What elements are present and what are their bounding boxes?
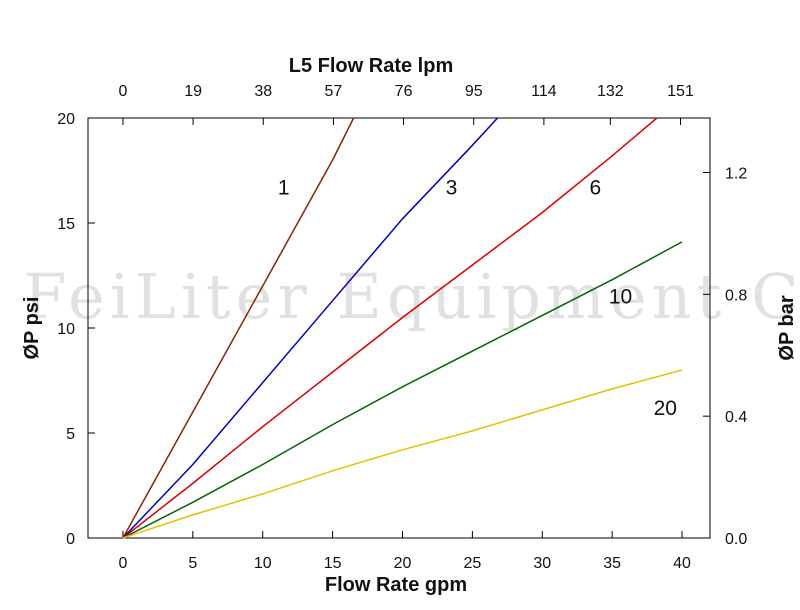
series-line-20 (122, 369, 683, 539)
x-tick-label: 15 (324, 555, 342, 572)
x-tick-label: 30 (533, 555, 551, 572)
top-tick-label: 95 (465, 83, 483, 100)
series-label-10: 10 (609, 286, 632, 309)
x-tick-label: 0 (118, 555, 127, 572)
x-tick-label: 5 (188, 555, 197, 572)
x-axis-title: Flow Rate gpm (325, 574, 467, 596)
series-label-1: 1 (278, 176, 290, 199)
series-label-3: 3 (446, 176, 458, 199)
x-tick-label: 25 (463, 555, 481, 572)
series-label-6: 6 (590, 176, 602, 199)
right-tick-label: 0.0 (725, 531, 747, 548)
top-tick-label: 114 (531, 83, 557, 100)
y-tick-label: 20 (57, 111, 75, 128)
top-tick-label: 132 (597, 83, 624, 100)
right-tick-label: 0.8 (725, 287, 747, 304)
y-axis-title: ØP psi (21, 297, 43, 360)
plot-area: 0 5 10 15 20 25 30 35 400 19 38 57 76 95 114 132 1510510… (57, 83, 747, 572)
top-tick-label: 57 (325, 83, 343, 100)
right-axis-title: ØP bar (776, 295, 798, 360)
right-tick-label: 0.4 (725, 409, 747, 426)
series-line-3 (122, 117, 499, 539)
x-tick-label: 40 (673, 555, 691, 572)
top-axis-title: L5 Flow Rate lpm (289, 55, 453, 77)
top-tick-label: 38 (254, 83, 272, 100)
top-tick-label: 19 (184, 83, 202, 100)
top-tick-label: 76 (395, 83, 413, 100)
x-tick-label: 20 (394, 555, 412, 572)
top-tick-label: 151 (667, 83, 694, 100)
series-line-6 (122, 117, 658, 539)
right-tick-label: 1.2 (725, 166, 747, 183)
x-tick-label: 35 (603, 555, 621, 572)
y-tick-label: 15 (57, 216, 75, 233)
series-line-1 (122, 117, 355, 539)
y-tick-label: 10 (57, 321, 75, 338)
watermark: g FeiLiter Equipment Co (0, 260, 800, 333)
y-tick-label: 5 (66, 426, 75, 443)
series-label-20: 20 (654, 397, 677, 420)
y-tick-label: 0 (66, 531, 75, 548)
top-tick-label: 0 (118, 83, 127, 100)
x-tick-label: 10 (254, 555, 272, 572)
series-line-10 (122, 241, 683, 539)
